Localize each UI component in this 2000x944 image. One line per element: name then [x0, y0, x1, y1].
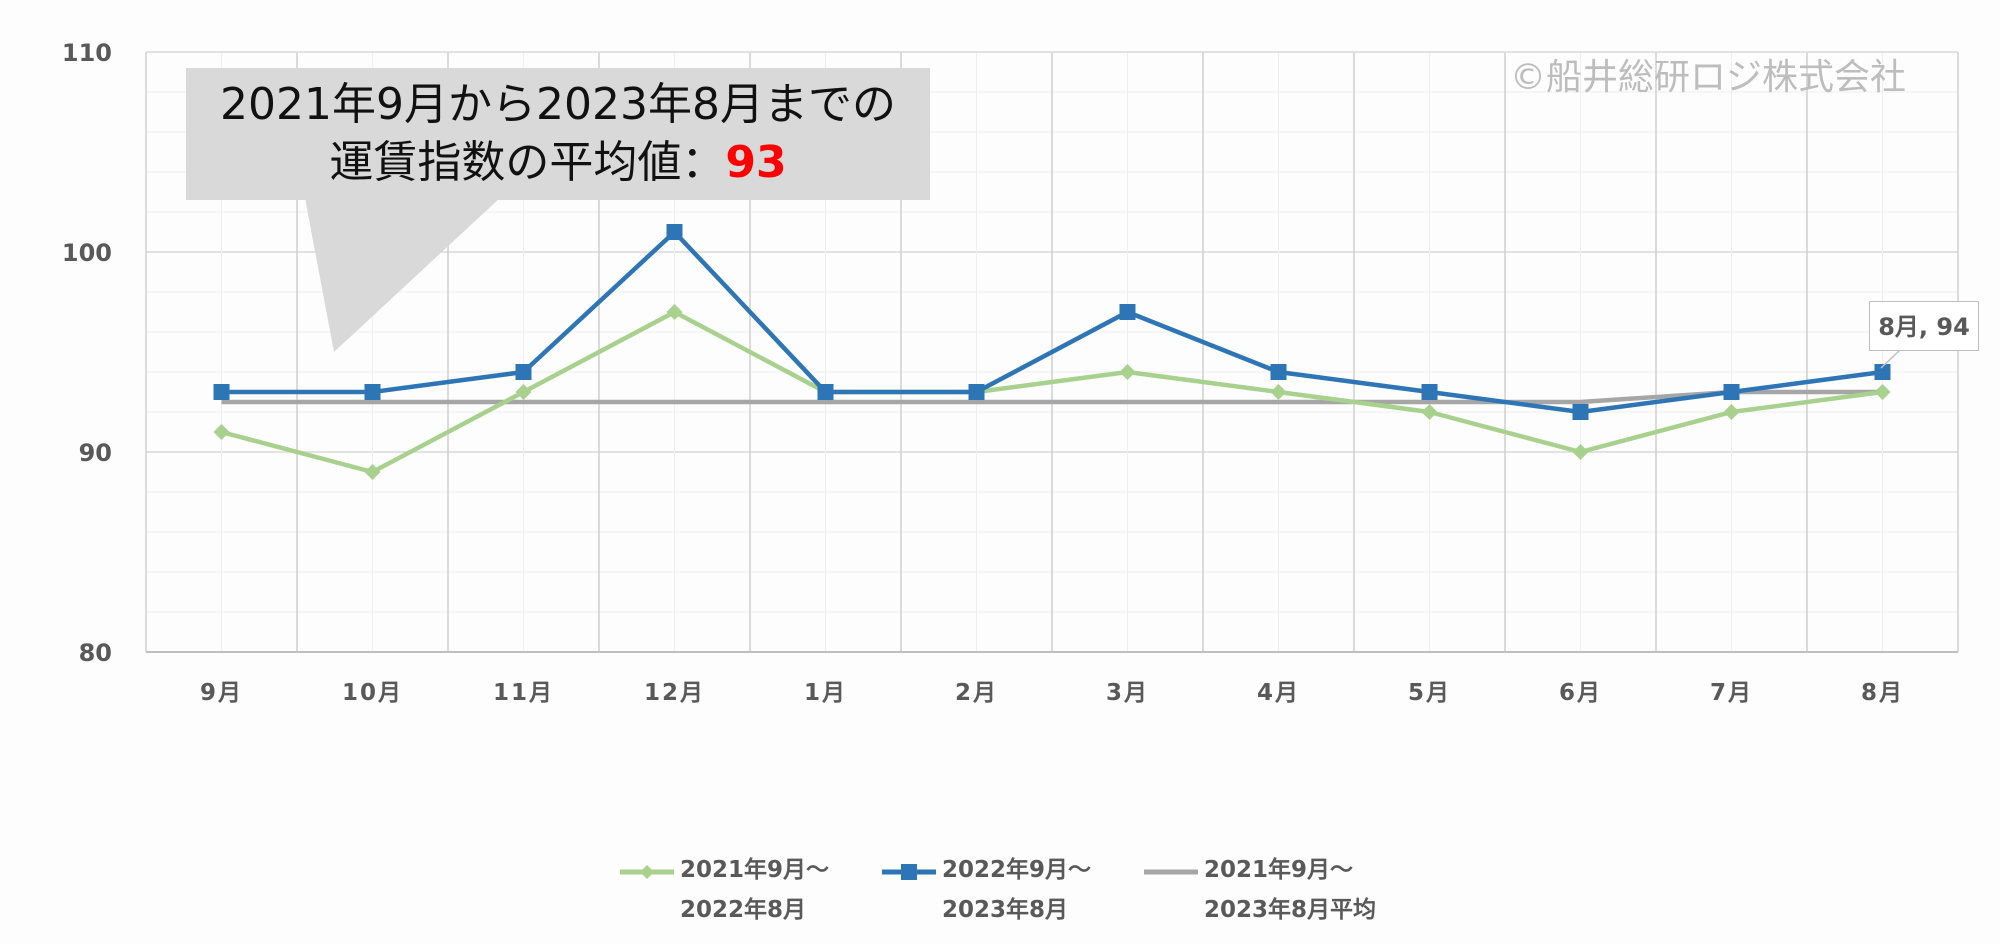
chart-legend: 2021年9月～ 2022年8月 2022年9月～ 2023年8月 2021年9… — [0, 850, 2000, 940]
series1-point — [364, 464, 381, 480]
series1-point — [1723, 404, 1740, 420]
series-line-1 — [220, 309, 1883, 475]
x-axis-ticks: 9月 10月 11月 12月 1月 2月 3月 4月 5月 6月 7月 8月 — [200, 680, 1904, 706]
series2-point — [968, 384, 985, 400]
series2-point — [666, 224, 683, 240]
x-tick-label: 3月 — [1106, 680, 1149, 706]
legend-swatch-average — [1144, 869, 1198, 875]
series1-point — [515, 384, 532, 400]
callout-line2-prefix: 運賃指数の平均値： — [329, 137, 726, 188]
legend-swatch-series2 — [882, 864, 936, 880]
x-tick-label: 9月 — [200, 680, 243, 706]
x-tick-label: 12月 — [644, 680, 705, 706]
series2-point — [817, 384, 834, 400]
series2-point — [1874, 364, 1891, 380]
chart-series — [213, 224, 1891, 480]
legend-average-line1: 2021年9月～ — [1204, 857, 1354, 883]
y-tick-label: 80 — [79, 639, 112, 667]
series1-point — [1119, 364, 1136, 380]
series2-point — [213, 384, 230, 400]
legend-series2-line2: 2023年8月 — [942, 897, 1069, 923]
legend-swatch-series1 — [620, 865, 674, 879]
series2-point — [1119, 304, 1136, 320]
x-tick-label: 1月 — [804, 680, 847, 706]
series2-point — [364, 384, 381, 400]
average-callout: 2021年9月から2023年8月までの 運賃指数の平均値：93 — [186, 68, 930, 200]
x-tick-label: 7月 — [1710, 680, 1753, 706]
y-tick-label: 100 — [62, 239, 112, 267]
series1-point — [1421, 404, 1438, 420]
series1-point — [213, 424, 230, 440]
series1-point — [1874, 384, 1891, 400]
series1-point — [666, 304, 683, 320]
x-tick-label: 11月 — [493, 680, 554, 706]
x-tick-label: 2月 — [955, 680, 998, 706]
x-tick-label: 6月 — [1559, 680, 1602, 706]
series2-point — [1572, 404, 1589, 420]
legend-series1-line2: 2022年8月 — [680, 897, 807, 923]
legend-series1-line1: 2021年9月～ — [680, 857, 830, 883]
series2-point — [1723, 384, 1740, 400]
callout-line1: 2021年9月から2023年8月までの — [220, 79, 896, 130]
y-tick-label: 110 — [62, 39, 112, 67]
copyright-watermark: ©船井総研ロジ株式会社 — [1510, 57, 1907, 98]
x-tick-label: 8月 — [1861, 680, 1904, 706]
series-line-3 — [221, 389, 1883, 405]
y-tick-label: 90 — [79, 439, 112, 467]
legend-average-line2: 2023年8月平均 — [1204, 897, 1377, 923]
y-axis-ticks: 80 90 100 110 — [62, 39, 112, 667]
callout-average-value: 93 — [725, 137, 787, 188]
x-tick-label: 4月 — [1257, 680, 1300, 706]
callout-line2: 運賃指数の平均値：93 — [329, 137, 786, 188]
series2-point — [1270, 364, 1287, 380]
x-tick-label: 5月 — [1408, 680, 1451, 706]
legend-series2-line1: 2022年9月～ — [942, 857, 1092, 883]
series2-point — [1421, 384, 1438, 400]
data-label-aug-94: 8月, 94 — [1869, 301, 1979, 351]
series-line-2 — [221, 229, 1883, 415]
series1-point — [1270, 384, 1287, 400]
series2-point — [515, 364, 532, 380]
series1-point — [1572, 444, 1589, 460]
x-tick-label: 10月 — [342, 680, 403, 706]
